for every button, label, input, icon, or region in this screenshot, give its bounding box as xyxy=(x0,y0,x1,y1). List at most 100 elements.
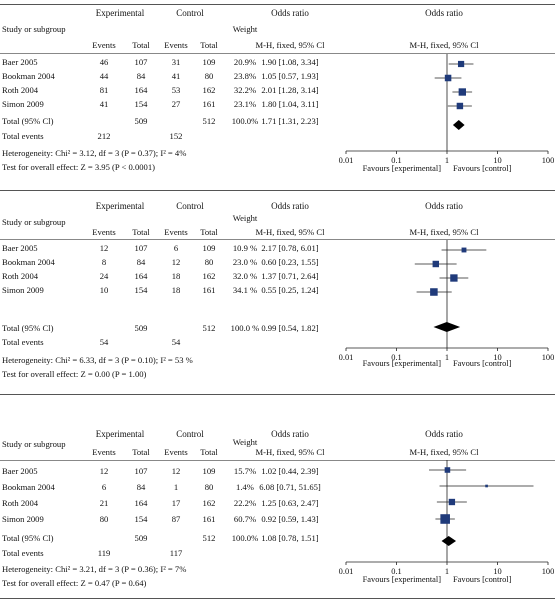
study-square xyxy=(440,514,450,524)
study-square xyxy=(485,484,488,488)
forest-plot-3: 0.01 0.1 1 10 100 Favours [experimental] Favou… xyxy=(339,460,555,584)
exp-total: 107 xyxy=(134,57,148,67)
or-value: 6.08 [0.71, 51.65] xyxy=(259,482,321,492)
total-events-label: Total events xyxy=(2,548,44,558)
forest-panel-1: Experimental Control Odds ratio Odds rat… xyxy=(0,0,560,195)
ctl-events: 12 xyxy=(171,257,181,267)
or-value: 2.17 [0.78, 6.01] xyxy=(261,243,319,253)
top-rule xyxy=(0,4,555,5)
ctl-total: 109 xyxy=(202,243,216,253)
heterogeneity: Heterogeneity: Chi² = 6.33, df = 3 (P = … xyxy=(2,355,193,365)
study-square xyxy=(456,102,464,110)
favours-control-label: Favours [control] xyxy=(453,359,512,368)
favours-control-label: Favours [control] xyxy=(453,164,512,173)
ctl-total: 109 xyxy=(202,466,216,476)
study-name: Simon 2009 xyxy=(2,514,44,524)
exp-total-header: Total xyxy=(132,40,150,50)
exp-total: 154 xyxy=(134,285,148,295)
total-weight: 100.0% xyxy=(231,533,259,543)
study-header: Study or subgroup xyxy=(2,439,66,449)
total-ctl: 512 xyxy=(202,533,216,543)
exp-total-header: Total xyxy=(132,227,150,237)
or-value: 1.90 [1.08, 3.34] xyxy=(261,57,319,67)
x-tick-label: 1 xyxy=(445,353,449,362)
ctl-total-header: Total xyxy=(200,227,218,237)
exp-events-header: Events xyxy=(92,227,116,237)
study-name: Bookman 2004 xyxy=(2,482,55,492)
weight: 32.2% xyxy=(233,85,257,95)
total-events-label: Total events xyxy=(2,131,44,141)
exp-events: 12 xyxy=(99,466,109,476)
exp-total: 84 xyxy=(136,482,146,492)
x-tick-label: 100 xyxy=(542,567,555,576)
or-value: 0.55 [0.25, 1.24] xyxy=(261,285,319,295)
x-tick-label: 100 xyxy=(542,353,555,362)
x-tick-label: 1 xyxy=(445,156,449,165)
control-header: Control xyxy=(176,8,204,18)
or-header: Odds ratio xyxy=(271,429,309,439)
weight: 32.0 % xyxy=(232,271,258,281)
exp-events: 81 xyxy=(99,85,109,95)
exp-total: 164 xyxy=(134,271,148,281)
study-header: Study or subgroup xyxy=(2,24,66,34)
exp-total: 107 xyxy=(134,466,148,476)
or-method-header: M-H, fixed, 95% Cl xyxy=(255,447,325,457)
exp-events: 46 xyxy=(99,57,109,67)
x-tick-label: 0.1 xyxy=(391,156,401,165)
ctl-events: 17 xyxy=(171,498,181,508)
study-square xyxy=(461,247,467,253)
forest-panel-2: Experimental Control Odds ratio Odds rat… xyxy=(0,196,560,396)
study-square xyxy=(444,74,452,82)
pooled-diamond xyxy=(441,536,457,546)
x-tick-label: 100 xyxy=(542,156,555,165)
ctl-events: 41 xyxy=(171,71,181,81)
control-header: Control xyxy=(176,429,204,439)
exp-events-header: Events xyxy=(92,447,116,457)
study-square xyxy=(458,88,466,96)
favours-experimental-label: Favours [experimental] xyxy=(363,359,442,368)
total-events-exp: 119 xyxy=(97,548,111,558)
total-exp: 509 xyxy=(134,533,148,543)
total-or: 1.08 [0.78, 1.51] xyxy=(261,533,319,543)
exp-total: 107 xyxy=(134,243,148,253)
exp-total-header: Total xyxy=(132,447,150,457)
total-ctl: 512 xyxy=(202,323,216,333)
ctl-events: 87 xyxy=(171,514,181,524)
overall-effect: Test for overall effect: Z = 3.95 (P < 0… xyxy=(2,162,155,172)
forest-panel-3: Experimental Control Odds ratio Odds rat… xyxy=(0,400,560,605)
study-name: Baer 2005 xyxy=(2,57,38,67)
weight: 20.9% xyxy=(233,57,257,67)
ctl-total: 161 xyxy=(202,99,216,109)
ctl-total: 162 xyxy=(202,85,216,95)
ctl-total-header: Total xyxy=(200,40,218,50)
weight-header: Weight xyxy=(232,24,258,34)
forest-plot-1: 0.01 0.1 1 10 100 Favours [experimental] Favou… xyxy=(339,54,555,173)
or-value: 1.25 [0.63, 2.47] xyxy=(261,498,319,508)
total-events-ctl: 54 xyxy=(171,337,181,347)
exp-events: 6 xyxy=(101,482,107,492)
exp-events: 44 xyxy=(99,71,109,81)
total-weight: 100.0 % xyxy=(230,323,260,333)
plot-method-header: M-H, fixed, 95% Cl xyxy=(409,227,479,237)
total-events-label: Total events xyxy=(2,337,44,347)
ctl-total-header: Total xyxy=(200,447,218,457)
header-rule xyxy=(0,53,555,54)
ctl-events: 27 xyxy=(171,99,181,109)
ctl-events: 53 xyxy=(171,85,181,95)
weight: 1.4% xyxy=(236,482,254,492)
or-value: 2.01 [1.28, 3.14] xyxy=(261,85,319,95)
total-label: Total (95% Cl) xyxy=(2,533,54,543)
study-name: Roth 2004 xyxy=(2,271,39,281)
or-value: 1.05 [0.57, 1.93] xyxy=(261,71,319,81)
experimental-header: Experimental xyxy=(95,429,145,439)
plot-header: Odds ratio xyxy=(425,429,463,439)
total-or: 0.99 [0.54, 1.82] xyxy=(261,323,319,333)
ctl-events: 12 xyxy=(171,466,181,476)
total-exp: 509 xyxy=(134,116,148,126)
plot-method-header: M-H, fixed, 95% Cl xyxy=(409,40,479,50)
x-tick-label: 10 xyxy=(493,567,501,576)
or-value: 0.92 [0.59, 1.43] xyxy=(261,514,319,524)
weight: 10.9 % xyxy=(232,243,258,253)
ctl-events: 31 xyxy=(171,57,181,67)
or-method-header: M-H, fixed, 95% Cl xyxy=(255,227,325,237)
